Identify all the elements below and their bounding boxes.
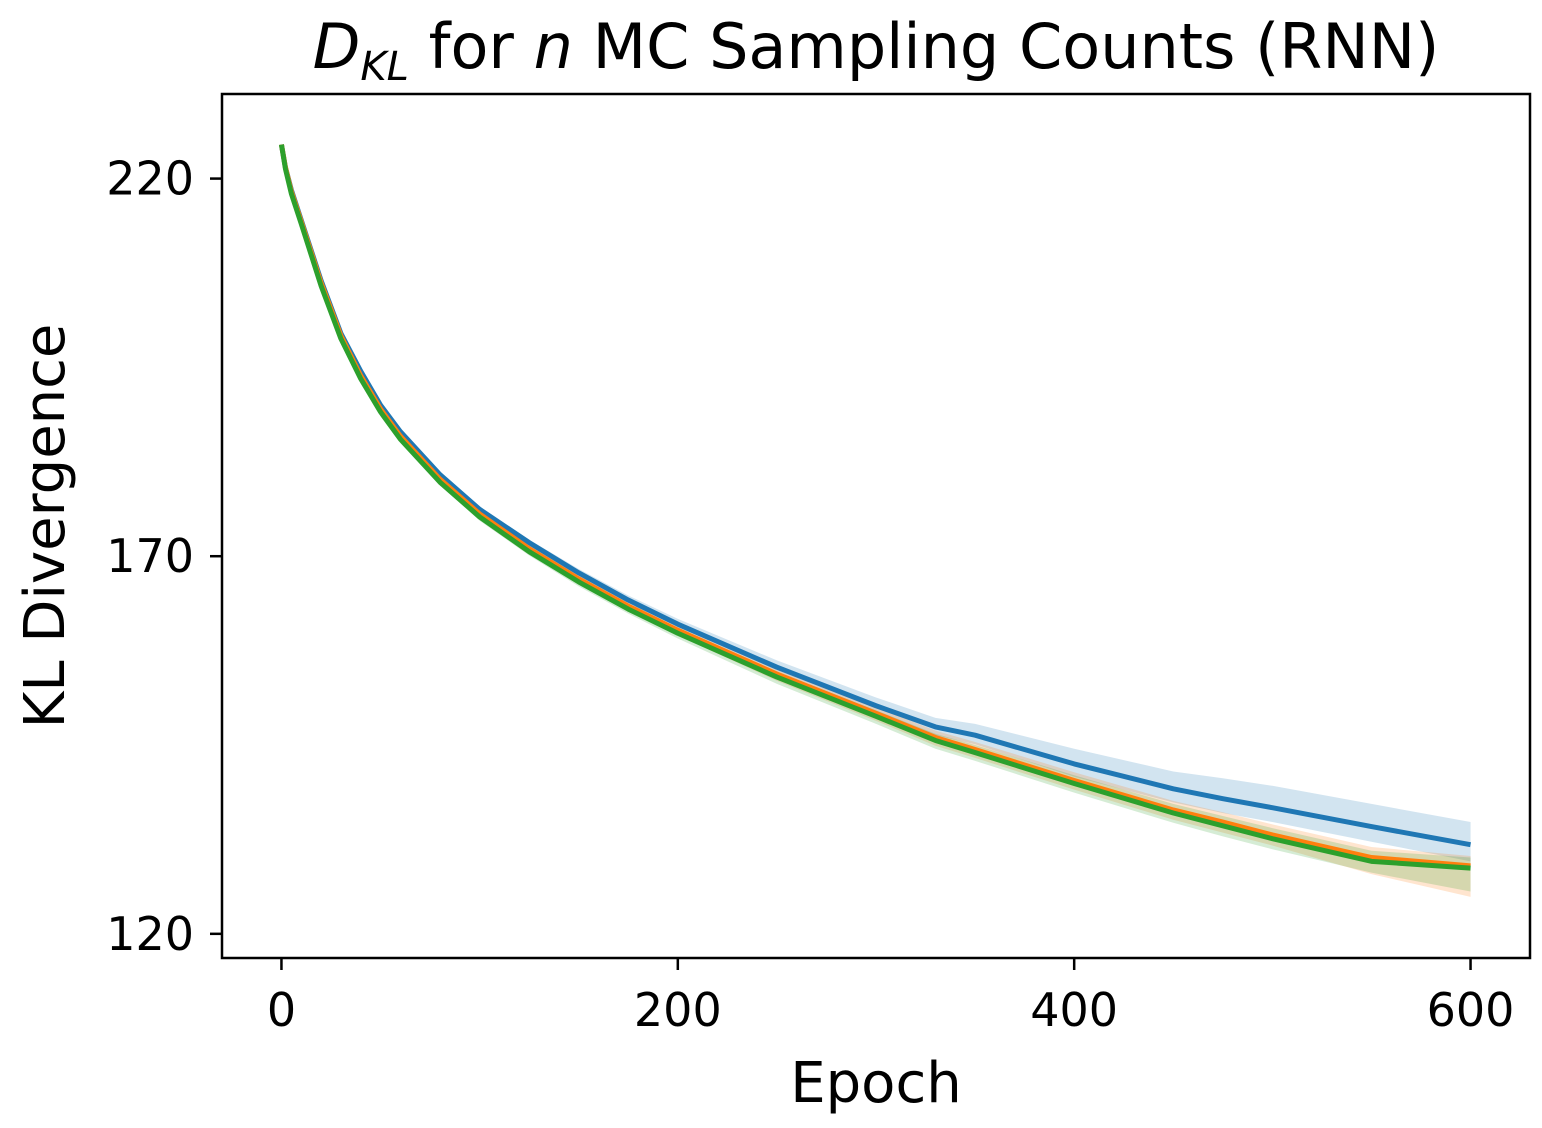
plot-frame [220, 92, 1532, 960]
y-axis-label: KL Divergence [13, 324, 78, 729]
title-d-symbol: D [313, 10, 361, 83]
x-tick-label: 200 [634, 983, 722, 1037]
x-axis-ticks: 0 200 400 600 [267, 958, 1515, 1037]
y-tick-label: 170 [106, 529, 194, 583]
series-lines [278, 144, 1471, 871]
x-tick-label: 0 [267, 983, 296, 1037]
x-axis-label: Epoch [790, 1051, 961, 1116]
title-rest: MC Sampling Counts (RNN) [573, 10, 1439, 83]
y-tick-label: 220 [106, 152, 194, 206]
x-tick-label: 400 [1030, 983, 1118, 1037]
title-for: for [409, 10, 534, 83]
y-axis-ticks: 120 170 220 [106, 152, 222, 961]
series-line-3 [278, 144, 1471, 871]
title-n-symbol: n [534, 10, 573, 83]
chart-title: DKL for n MC Sampling Counts (RNN) [313, 10, 1440, 90]
x-tick-label: 600 [1427, 983, 1515, 1037]
title-d-subscript: KL [360, 44, 409, 90]
y-tick-label: 120 [106, 907, 194, 961]
